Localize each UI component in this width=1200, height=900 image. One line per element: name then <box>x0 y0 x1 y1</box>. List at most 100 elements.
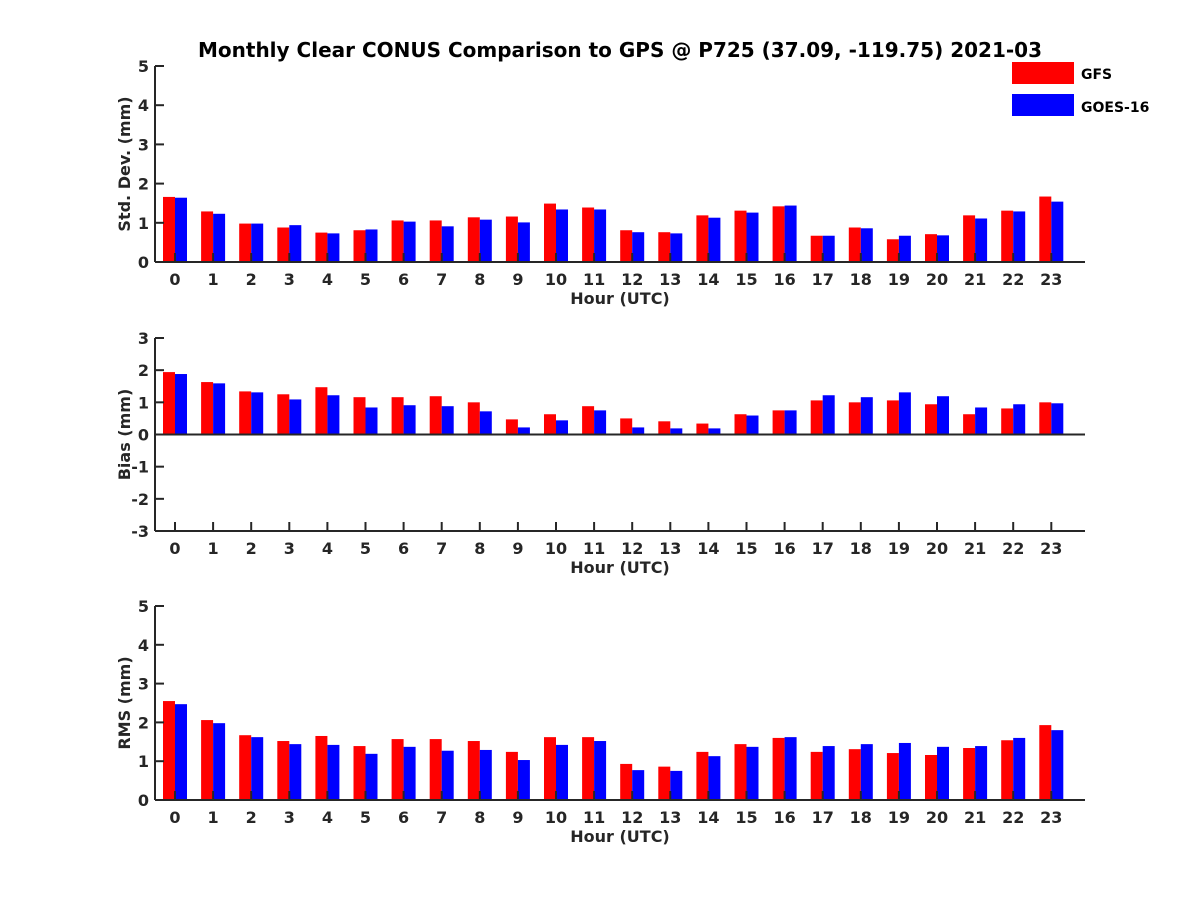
bar-bias-goes16-6 <box>403 405 416 435</box>
bar-bias-gfs-14 <box>696 423 709 435</box>
bar-rms-gfs-22 <box>1001 740 1014 800</box>
x-tick-label-bias-3: 3 <box>284 539 295 558</box>
x-tick-label-rms-19: 19 <box>888 808 910 827</box>
x-tick-label-rms-12: 12 <box>621 808 643 827</box>
x-tick-label-bias-18: 18 <box>850 539 872 558</box>
bar-std-dev-gfs-9 <box>505 216 518 262</box>
bar-std-dev-gfs-20 <box>925 234 937 262</box>
bar-std-dev-gfs-19 <box>886 239 899 262</box>
bar-std-dev-gfs-23 <box>1039 196 1052 262</box>
x-tick-label-std-dev-2: 2 <box>246 270 257 289</box>
bar-std-dev-goes16-3 <box>289 225 302 262</box>
x-tick-label-bias-20: 20 <box>926 539 948 558</box>
x-tick-label-bias-6: 6 <box>398 539 409 558</box>
bar-rms-goes16-20 <box>937 746 949 800</box>
bar-std-dev-goes16-16 <box>784 205 797 262</box>
bar-bias-goes16-20 <box>937 396 949 435</box>
x-tick-label-std-dev-1: 1 <box>208 270 219 289</box>
x-tick-label-std-dev-21: 21 <box>964 270 986 289</box>
bar-bias-gfs-17 <box>810 400 823 435</box>
legend-swatch-gfs <box>1012 62 1074 84</box>
bar-std-dev-gfs-5 <box>353 230 366 262</box>
bar-rms-gfs-4 <box>315 735 328 800</box>
bar-bias-gfs-8 <box>467 402 480 435</box>
x-tick-label-std-dev-12: 12 <box>621 270 643 289</box>
y-tick-label-rms-5: 5 <box>138 597 149 616</box>
x-tick-label-std-dev-8: 8 <box>474 270 485 289</box>
y-tick-label-bias--3: -3 <box>131 522 149 541</box>
bar-bias-goes16-16 <box>784 410 797 435</box>
bar-std-dev-goes16-20 <box>937 235 949 262</box>
x-tick-label-bias-21: 21 <box>964 539 986 558</box>
bar-bias-gfs-20 <box>925 404 937 435</box>
bar-rms-gfs-16 <box>772 737 785 800</box>
bar-rms-gfs-23 <box>1039 725 1052 800</box>
bar-bias-goes16-3 <box>289 399 302 435</box>
y-tick-label-bias--1: -1 <box>131 458 149 477</box>
y-tick-label-bias-0: 0 <box>138 426 149 445</box>
bar-rms-goes16-11 <box>594 741 607 800</box>
x-tick-label-std-dev-22: 22 <box>1002 270 1024 289</box>
bar-rms-gfs-21 <box>963 748 976 800</box>
x-tick-label-bias-9: 9 <box>512 539 523 558</box>
bar-std-dev-gfs-16 <box>772 206 785 262</box>
bar-bias-goes16-4 <box>327 395 340 435</box>
y-tick-label-bias-1: 1 <box>138 393 149 412</box>
y-axis-label-rms: RMS (mm) <box>115 656 134 749</box>
x-tick-label-rms-8: 8 <box>474 808 485 827</box>
x-tick-label-std-dev-7: 7 <box>436 270 447 289</box>
bar-std-dev-gfs-15 <box>734 210 747 262</box>
x-tick-label-rms-21: 21 <box>964 808 986 827</box>
bar-rms-gfs-15 <box>734 744 747 800</box>
x-axis-label-rms: Hour (UTC) <box>570 827 670 846</box>
bar-bias-gfs-0 <box>163 372 175 435</box>
y-tick-label-rms-0: 0 <box>138 791 149 810</box>
bar-rms-goes16-21 <box>975 746 988 800</box>
x-tick-label-std-dev-4: 4 <box>322 270 333 289</box>
bar-std-dev-goes16-15 <box>746 212 759 262</box>
bar-rms-goes16-10 <box>556 744 568 800</box>
bar-bias-goes16-22 <box>1013 404 1026 435</box>
x-tick-label-bias-8: 8 <box>474 539 485 558</box>
x-tick-label-std-dev-10: 10 <box>545 270 567 289</box>
x-tick-label-bias-10: 10 <box>545 539 567 558</box>
bar-std-dev-goes16-10 <box>556 209 568 262</box>
bar-rms-goes16-12 <box>632 770 645 800</box>
x-tick-label-bias-12: 12 <box>621 539 643 558</box>
x-tick-label-std-dev-11: 11 <box>583 270 605 289</box>
x-tick-label-rms-18: 18 <box>850 808 872 827</box>
x-tick-label-std-dev-20: 20 <box>926 270 948 289</box>
chart-title: Monthly Clear CONUS Comparison to GPS @ … <box>198 38 1042 62</box>
legend: GFS GOES-16 <box>1012 62 1149 116</box>
bar-std-dev-goes16-12 <box>632 232 645 262</box>
bar-rms-gfs-6 <box>391 739 404 800</box>
bar-std-dev-gfs-17 <box>810 235 823 262</box>
bar-bias-gfs-22 <box>1001 408 1014 435</box>
x-tick-label-bias-16: 16 <box>773 539 795 558</box>
x-tick-label-bias-11: 11 <box>583 539 605 558</box>
bar-rms-gfs-10 <box>544 737 556 800</box>
bar-bias-goes16-10 <box>556 420 568 435</box>
bar-std-dev-gfs-2 <box>239 223 252 262</box>
y-tick-label-rms-1: 1 <box>138 752 149 771</box>
y-tick-label-bias-3: 3 <box>138 329 149 348</box>
x-tick-label-rms-0: 0 <box>169 808 180 827</box>
x-tick-label-std-dev-0: 0 <box>169 270 180 289</box>
x-tick-label-rms-7: 7 <box>436 808 447 827</box>
bar-std-dev-goes16-7 <box>441 226 454 262</box>
bar-bias-gfs-21 <box>963 414 976 435</box>
legend-label-goes16: GOES-16 <box>1081 100 1149 116</box>
x-tick-label-std-dev-14: 14 <box>697 270 719 289</box>
y-tick-label-std-dev-5: 5 <box>138 57 149 76</box>
bar-rms-gfs-11 <box>582 737 595 800</box>
bar-std-dev-gfs-22 <box>1001 210 1014 262</box>
bar-std-dev-goes16-2 <box>251 223 264 262</box>
x-tick-label-rms-11: 11 <box>583 808 605 827</box>
bar-std-dev-goes16-4 <box>327 233 340 262</box>
x-tick-label-rms-6: 6 <box>398 808 409 827</box>
bar-std-dev-goes16-1 <box>213 213 226 262</box>
x-tick-label-std-dev-3: 3 <box>284 270 295 289</box>
bar-std-dev-gfs-1 <box>201 211 214 262</box>
